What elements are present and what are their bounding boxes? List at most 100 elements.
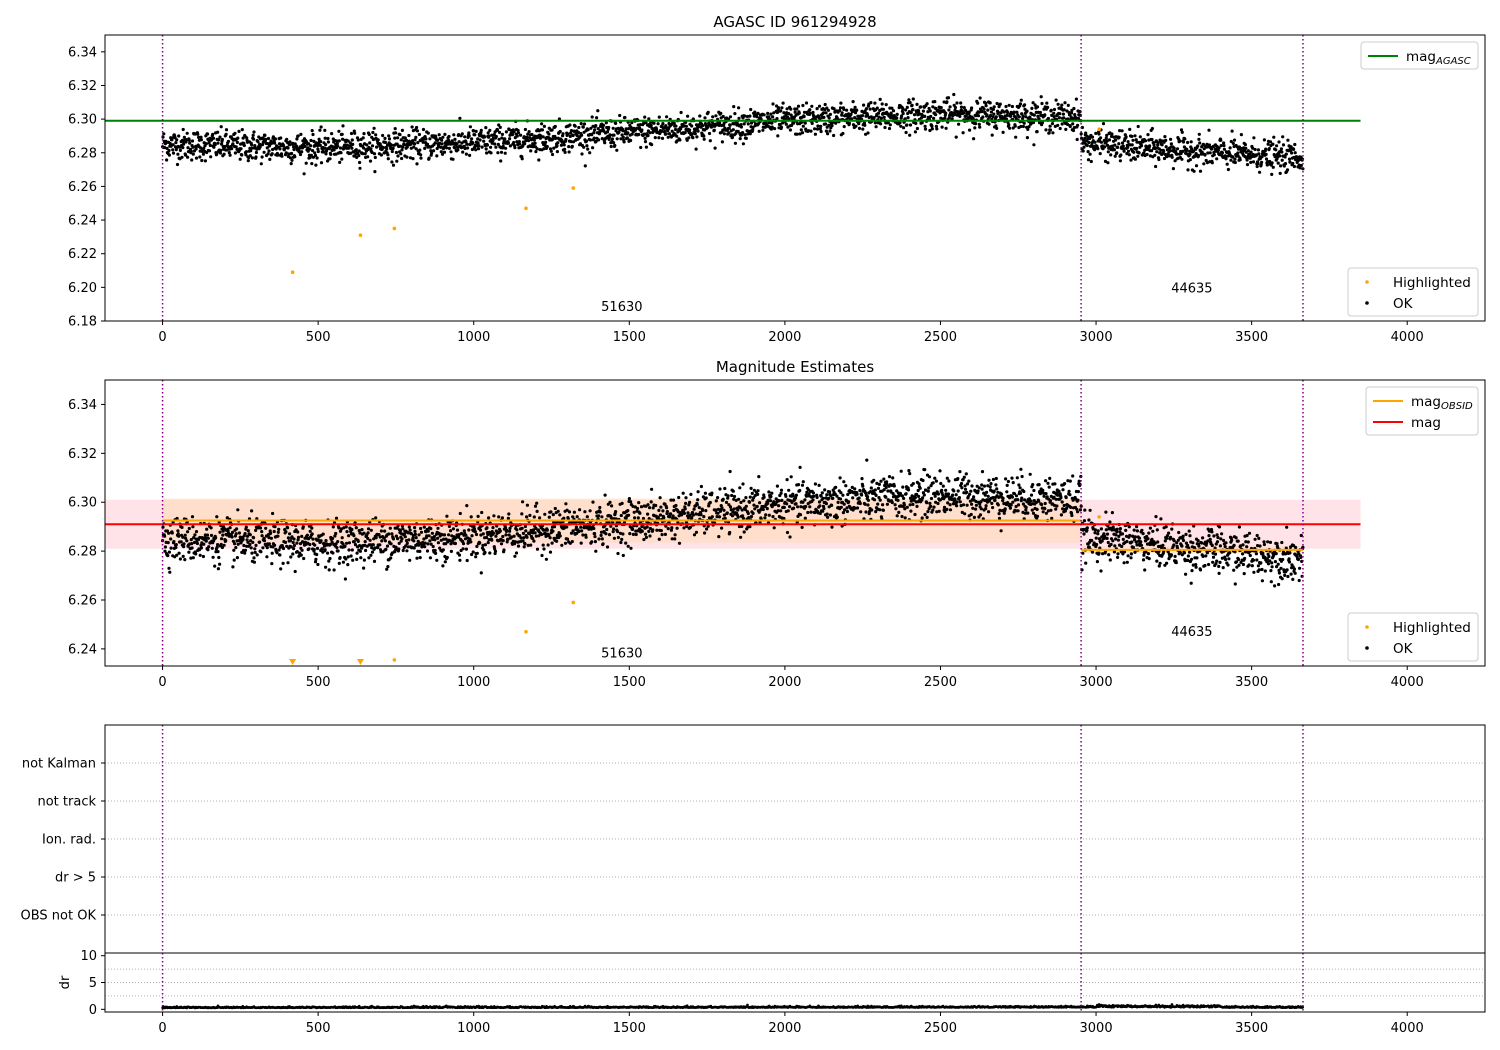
- ok-point: [506, 516, 510, 521]
- ok-point: [379, 529, 383, 533]
- ok-point: [746, 122, 750, 126]
- ok-point: [513, 540, 517, 544]
- ok-point: [730, 493, 734, 498]
- ok-point: [612, 133, 616, 137]
- ok-point: [989, 482, 993, 486]
- legend-dot-swatch: [1365, 301, 1369, 305]
- ok-point: [383, 539, 387, 543]
- ok-point: [962, 106, 966, 110]
- ok-point: [276, 153, 280, 157]
- ok-point: [703, 116, 707, 120]
- ok-point: [923, 114, 927, 118]
- ok-point: [974, 503, 979, 507]
- ok-point: [235, 140, 239, 145]
- ok-point: [931, 508, 935, 512]
- ok-point: [938, 469, 942, 473]
- ok-point: [473, 530, 477, 534]
- ok-point: [978, 96, 982, 100]
- ok-point: [249, 149, 253, 153]
- ok-point: [1215, 157, 1219, 161]
- ok-point: [189, 149, 193, 153]
- ok-point: [679, 110, 683, 115]
- ok-point: [836, 500, 840, 504]
- ok-point: [218, 530, 222, 534]
- ok-point: [1224, 157, 1228, 161]
- ok-point: [268, 157, 272, 161]
- ok-point: [748, 525, 752, 529]
- ok-point: [784, 122, 788, 126]
- ok-point: [514, 551, 519, 555]
- ok-point: [523, 127, 528, 132]
- ok-point: [403, 136, 407, 140]
- ok-point: [1202, 162, 1206, 166]
- ok-point: [888, 123, 892, 127]
- ok-point: [991, 115, 995, 119]
- ok-point: [1038, 110, 1042, 115]
- ok-point: [310, 162, 314, 166]
- ok-point: [396, 136, 400, 140]
- ok-point: [333, 534, 337, 538]
- ok-point: [373, 546, 377, 550]
- ok-point: [694, 530, 699, 534]
- ok-point: [558, 129, 562, 134]
- ok-point: [988, 485, 992, 489]
- ok-point: [998, 102, 1002, 106]
- ok-point: [832, 133, 836, 138]
- ok-point: [211, 555, 215, 559]
- ok-point: [317, 137, 321, 141]
- ok-point: [881, 508, 886, 512]
- ok-point: [731, 128, 735, 132]
- ok-point: [1150, 126, 1154, 131]
- ok-point: [313, 151, 317, 155]
- ok-point: [260, 530, 264, 534]
- ok-point: [362, 132, 366, 136]
- legend-label: Highlighted: [1393, 275, 1471, 291]
- ok-point: [657, 508, 661, 512]
- ok-point: [817, 483, 821, 487]
- ok-point: [429, 542, 433, 546]
- ok-point: [1205, 161, 1209, 165]
- ok-point: [989, 113, 993, 118]
- ok-point: [1005, 490, 1009, 494]
- ok-point: [1068, 124, 1072, 129]
- ok-point: [371, 130, 375, 135]
- ok-point: [972, 515, 977, 520]
- ok-point: [775, 484, 780, 488]
- ok-point: [980, 483, 984, 487]
- ok-point: [480, 145, 484, 149]
- ok-point: [1126, 149, 1131, 153]
- ok-point: [479, 571, 483, 575]
- ok-point: [686, 511, 690, 515]
- ok-point: [614, 510, 618, 514]
- ok-point: [244, 153, 248, 157]
- ok-point: [336, 144, 340, 148]
- ok-point: [567, 150, 571, 154]
- ok-point: [355, 551, 359, 555]
- ok-point: [250, 509, 254, 513]
- ok-point: [324, 565, 328, 569]
- ok-point: [172, 540, 176, 544]
- ok-point: [1192, 169, 1196, 173]
- ok-point: [316, 538, 320, 542]
- ok-point: [416, 141, 420, 145]
- ok-point: [170, 136, 174, 140]
- ok-point: [603, 141, 607, 145]
- ok-point: [1109, 153, 1113, 157]
- ok-point: [710, 491, 714, 495]
- ok-point: [597, 138, 601, 142]
- ok-point: [1061, 112, 1065, 116]
- ok-point: [940, 488, 944, 492]
- ok-point: [243, 532, 247, 536]
- ok-point: [1266, 142, 1270, 146]
- ok-point: [449, 150, 453, 154]
- ok-point: [821, 111, 826, 115]
- ok-point: [742, 530, 746, 534]
- ok-point: [598, 505, 602, 510]
- ok-point: [703, 491, 708, 495]
- ok-point: [808, 111, 812, 115]
- ok-point: [884, 485, 888, 490]
- ok-point: [440, 142, 444, 146]
- ok-point: [911, 482, 915, 486]
- ok-point: [626, 131, 630, 135]
- ok-point: [869, 101, 873, 105]
